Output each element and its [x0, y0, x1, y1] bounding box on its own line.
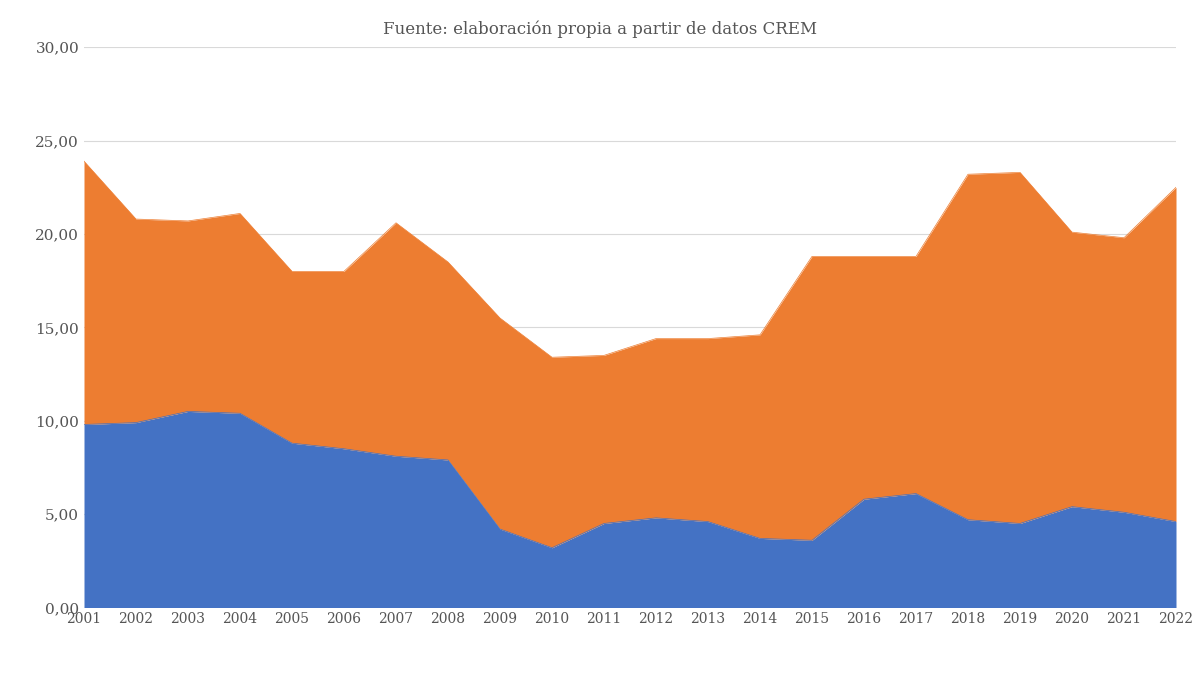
Text: Fuente: elaboración propia a partir de datos CREM: Fuente: elaboración propia a partir de d… — [383, 20, 817, 38]
